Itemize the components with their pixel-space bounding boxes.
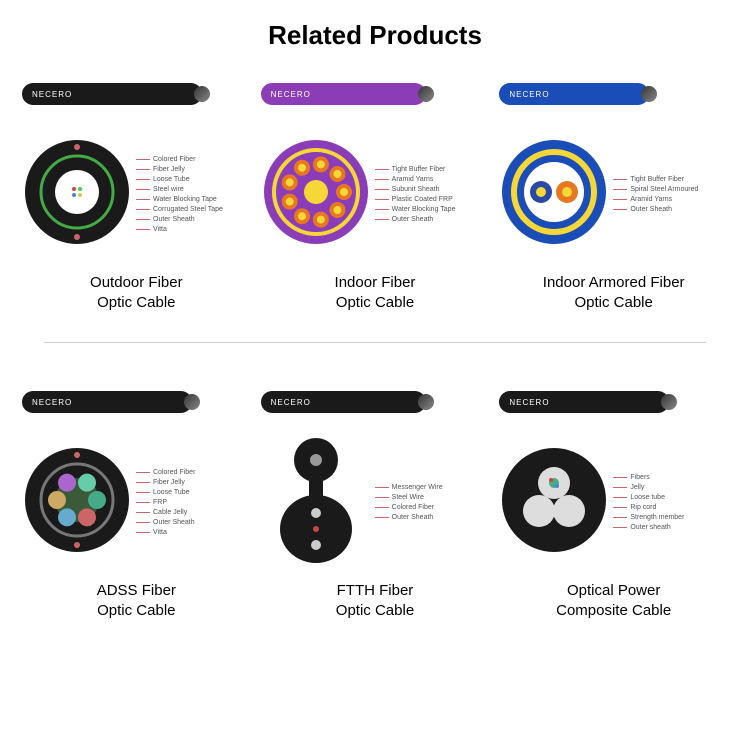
diagram-label: Fiber Jelly (136, 166, 223, 173)
cross-section-icon (22, 137, 132, 252)
cable-bar: NECERO (261, 83, 426, 105)
cross-section-diagram: Tight Buffer Fiber Spiral Steel Armoured A… (499, 124, 728, 264)
cable-bar: NECERO (261, 391, 426, 413)
cross-section-icon (499, 137, 609, 252)
product-cell: NECERO Tight Buffer Fiber Spiral Steel Ar… (499, 69, 728, 312)
cross-section-icon (261, 435, 371, 570)
divider (44, 342, 706, 343)
product-cell: NECERO Tight Buffer Fiber Aramid Yarns Sub… (261, 69, 490, 312)
diagram-label: Outer Sheath (136, 216, 223, 223)
diagram-label: Cable Jelly (136, 509, 195, 516)
diagram-label: Messenger Wire (375, 484, 443, 491)
cross-section-diagram: Colored Fiber Fiber Jelly Loose Tube Steel … (22, 124, 251, 264)
product-name: FTTH FiberOptic Cable (336, 581, 414, 620)
cross-section-icon (499, 445, 609, 560)
diagram-label: Outer Sheath (613, 206, 698, 213)
diagram-label: Spiral Steel Armoured (613, 186, 698, 193)
diagram-label: Water Blocking Tape (136, 196, 223, 203)
product-name: Indoor Armored FiberOptic Cable (543, 273, 685, 312)
product-name: ADSS FiberOptic Cable (97, 581, 176, 620)
cross-section-diagram: Fibers Jelly Loose tube Rip cord Strength me… (499, 432, 728, 572)
cable-side-view: NECERO (261, 377, 490, 427)
label-list: Colored Fiber Fiber Jelly Loose Tube Steel … (136, 156, 223, 233)
product-cell: NECERO Messenger Wire Steel Wire Colored F… (261, 377, 490, 620)
label-list: Messenger Wire Steel Wire Colored Fiber Out… (375, 484, 443, 521)
page-title: Related Products (0, 0, 750, 69)
cable-side-view: NECERO (22, 69, 251, 119)
product-cell: NECERO Colored Fiber Fiber Jelly Loose Tub… (22, 69, 251, 312)
diagram-label: Outer sheath (613, 524, 684, 531)
product-cell: NECERO Fibers Jelly Loose tube Rip cord Stre… (499, 377, 728, 620)
product-name: Indoor FiberOptic Cable (335, 273, 416, 312)
cable-side-view: NECERO (22, 377, 251, 427)
diagram-label: Loose Tube (136, 176, 223, 183)
diagram-label: Loose Tube (136, 489, 195, 496)
diagram-label: Tight Buffer Fiber (375, 166, 456, 173)
diagram-label: Outer Sheath (375, 514, 443, 521)
product-name: Optical PowerComposite Cable (556, 581, 671, 620)
diagram-label: Fiber Jelly (136, 479, 195, 486)
diagram-label: Outer Sheath (375, 216, 456, 223)
diagram-label: Fibers (613, 474, 684, 481)
diagram-label: Steel Wire (375, 494, 443, 501)
diagram-label: Subunit Sheath (375, 186, 456, 193)
label-list: Tight Buffer Fiber Spiral Steel Armoured A… (613, 176, 698, 213)
product-name: Outdoor FiberOptic Cable (90, 273, 183, 312)
label-list: Tight Buffer Fiber Aramid Yarns Subunit Sh… (375, 166, 456, 223)
diagram-label: Loose tube (613, 494, 684, 501)
diagram-label: Colored Fiber (136, 156, 223, 163)
product-cell: NECERO Colored Fiber Fiber Jelly Loose Tub… (22, 377, 251, 620)
cross-section-diagram: Messenger Wire Steel Wire Colored Fiber Out… (261, 432, 490, 572)
diagram-label: Aramid Yarns (375, 176, 456, 183)
diagram-label: Colored Fiber (375, 504, 443, 511)
cable-side-view: NECERO (499, 69, 728, 119)
diagram-label: Strength member (613, 514, 684, 521)
diagram-label: Vitta (136, 529, 195, 536)
product-grid: NECERO Colored Fiber Fiber Jelly Loose Tub… (0, 69, 750, 620)
cable-side-view: NECERO (499, 377, 728, 427)
diagram-label: Rip cord (613, 504, 684, 511)
diagram-label: Vitta (136, 226, 223, 233)
cable-bar: NECERO (22, 83, 202, 105)
diagram-label: Colored Fiber (136, 469, 195, 476)
diagram-label: Jelly (613, 484, 684, 491)
diagram-label: Outer Sheath (136, 519, 195, 526)
diagram-label: Water Blocking Tape (375, 206, 456, 213)
cable-bar: NECERO (22, 391, 192, 413)
diagram-label: Tight Buffer Fiber (613, 176, 698, 183)
label-list: Colored Fiber Fiber Jelly Loose Tube FRP Cab… (136, 469, 195, 536)
cable-side-view: NECERO (261, 69, 490, 119)
diagram-label: Corrugated Steel Tape (136, 206, 223, 213)
cross-section-icon (22, 445, 132, 560)
cross-section-icon (261, 137, 371, 252)
cable-bar: NECERO (499, 391, 669, 413)
diagram-label: Steel wire (136, 186, 223, 193)
cross-section-diagram: Tight Buffer Fiber Aramid Yarns Subunit Sh… (261, 124, 490, 264)
diagram-label: FRP (136, 499, 195, 506)
label-list: Fibers Jelly Loose tube Rip cord Strength me… (613, 474, 684, 531)
cross-section-diagram: Colored Fiber Fiber Jelly Loose Tube FRP Cab… (22, 432, 251, 572)
diagram-label: Aramid Yarns (613, 196, 698, 203)
diagram-label: Plastic Coated FRP (375, 196, 456, 203)
cable-bar: NECERO (499, 83, 649, 105)
